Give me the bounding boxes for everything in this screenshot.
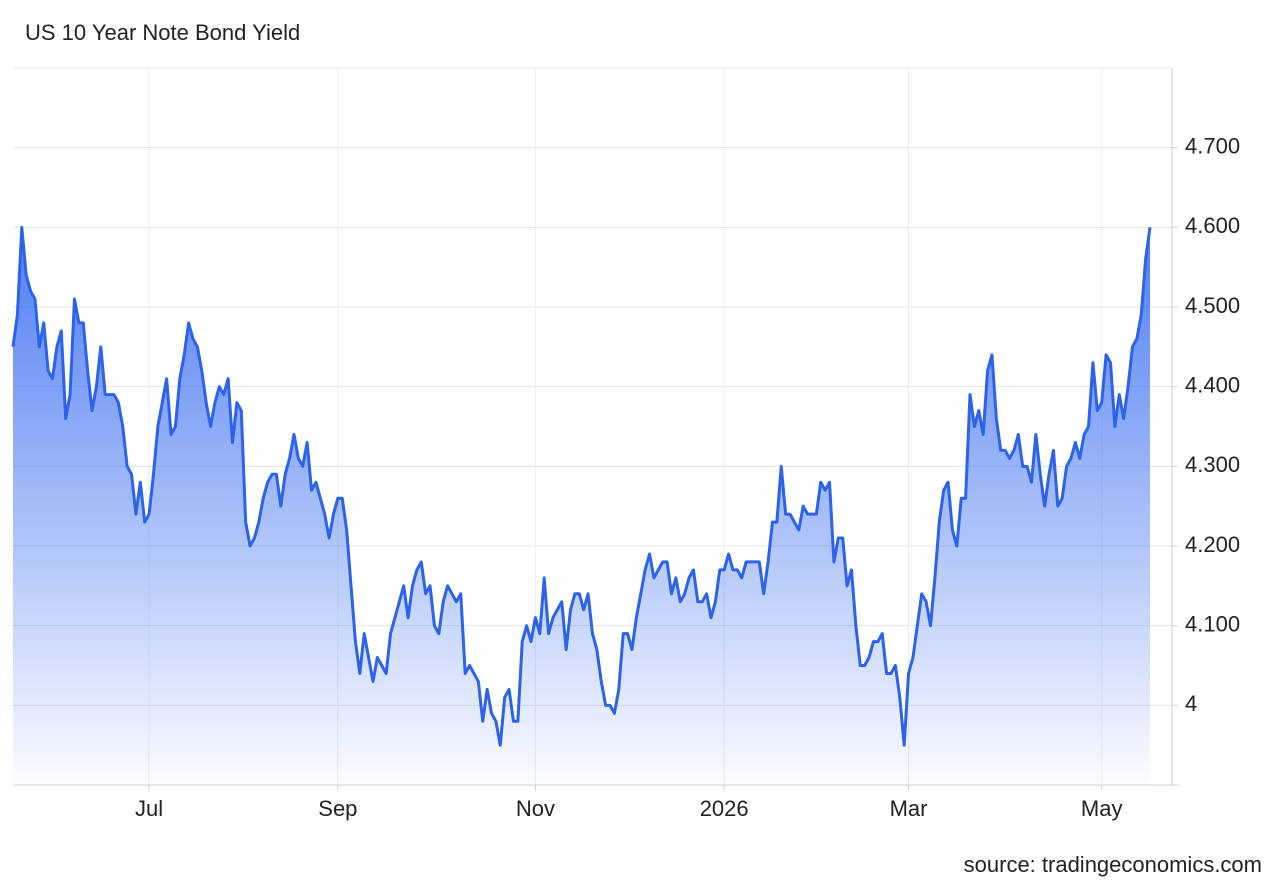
x-tick-label: Sep bbox=[318, 796, 357, 821]
area-fill bbox=[13, 227, 1150, 785]
y-tick-label: 4.300 bbox=[1185, 452, 1240, 477]
y-tick-label: 4.600 bbox=[1185, 213, 1240, 238]
y-tick-label: 4.200 bbox=[1185, 532, 1240, 557]
x-tick-label: Nov bbox=[516, 796, 555, 821]
axes: 4 4.100 4.200 4.300 4.400 4.500 4.600 4.700 Jul S… bbox=[13, 68, 1240, 821]
source-note: source: tradingeconomics.com bbox=[964, 852, 1262, 877]
y-tick-label: 4.700 bbox=[1185, 133, 1240, 158]
y-tick-label: 4.100 bbox=[1185, 611, 1240, 636]
plot bbox=[11, 225, 1152, 785]
y-tick-label: 4 bbox=[1185, 691, 1197, 716]
x-tick-label: May bbox=[1081, 796, 1123, 821]
y-tick-label: 4.500 bbox=[1185, 293, 1240, 318]
chart-title: US 10 Year Note Bond Yield bbox=[25, 20, 300, 45]
yield-line bbox=[11, 225, 1152, 747]
y-tick-label: 4.400 bbox=[1185, 372, 1240, 397]
x-tick-label: Jul bbox=[135, 796, 163, 821]
x-tick-label: 2026 bbox=[700, 796, 749, 821]
x-tick-label: Mar bbox=[890, 796, 928, 821]
